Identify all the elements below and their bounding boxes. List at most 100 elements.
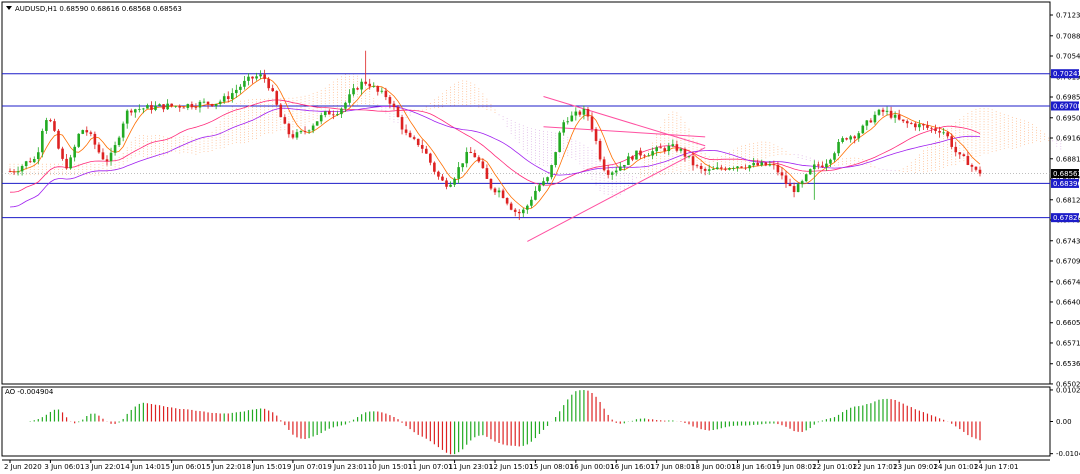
candle-body (295, 132, 299, 138)
candle-body (627, 156, 630, 166)
candle-body (691, 156, 695, 166)
candle-body (950, 136, 954, 147)
candle-body (756, 162, 760, 166)
candle-body (618, 166, 622, 171)
candle-body (20, 166, 24, 172)
candle (958, 152, 962, 159)
candle-body (69, 157, 72, 169)
candle-body (412, 137, 416, 139)
candle (424, 145, 428, 154)
candle (49, 118, 52, 123)
candle (542, 177, 545, 187)
candle (934, 124, 937, 134)
candle-body (109, 152, 113, 162)
candle-body (505, 198, 509, 204)
candle (675, 140, 679, 153)
candle-body (812, 164, 816, 170)
candle-body (829, 159, 832, 164)
candle (420, 139, 424, 154)
candle-body (865, 120, 869, 126)
candle-body (360, 81, 363, 90)
candle (938, 126, 941, 138)
candle-body (489, 178, 493, 189)
candle (974, 166, 978, 172)
candle (267, 76, 270, 91)
candle-body (768, 164, 772, 166)
candle (32, 156, 36, 164)
candle (299, 130, 303, 135)
candle (295, 128, 299, 140)
candle (578, 109, 582, 117)
candle-body (243, 80, 246, 87)
candle (206, 101, 210, 109)
candle (703, 167, 707, 176)
candle-body (938, 130, 941, 133)
candle-body (429, 153, 432, 163)
candle (16, 166, 20, 176)
candle-body (73, 146, 76, 158)
candle (230, 88, 234, 103)
candle-body (934, 128, 937, 131)
candle (69, 154, 72, 170)
candle (618, 162, 622, 172)
y-tick-label: 0.65711 (1056, 339, 1080, 347)
candle (724, 166, 727, 172)
candle (283, 114, 287, 124)
candle (239, 84, 242, 94)
candle (138, 104, 141, 113)
candle-body (158, 104, 161, 106)
candle (538, 182, 541, 193)
candle-body (198, 101, 202, 108)
candle-body (736, 166, 739, 168)
candle-body (857, 133, 861, 139)
candle-body (469, 151, 473, 153)
candle (740, 166, 743, 169)
candle-body (586, 109, 590, 117)
candle (178, 104, 182, 112)
candle (631, 155, 634, 162)
x-tick-label: 18 Jun 00:01 (691, 463, 735, 471)
candle (485, 164, 489, 180)
candle (655, 145, 658, 156)
candle (756, 159, 760, 167)
candle-body (340, 108, 343, 115)
candle (376, 85, 380, 96)
candle (77, 133, 81, 149)
candle (513, 208, 517, 217)
candle (158, 103, 161, 107)
candle (162, 104, 165, 113)
candles (8, 50, 982, 221)
candle (590, 112, 594, 133)
candle (279, 103, 283, 118)
x-tick-label: 3 Jun 22:01 (85, 463, 125, 471)
candle (881, 107, 885, 117)
candle-body (311, 125, 315, 131)
candle-body (732, 167, 735, 169)
candle-body (881, 109, 885, 112)
candle-body (804, 174, 808, 182)
candle (788, 178, 792, 187)
candle (889, 106, 893, 120)
candle-body (222, 96, 226, 102)
level-tag-label: 0.67820 (1053, 214, 1080, 222)
candle-body (226, 96, 230, 100)
candle (20, 164, 24, 176)
main-pane-frame (1, 1, 1051, 385)
ao-y-tick-label: -0.010443 (1056, 450, 1080, 458)
y-tick-label: 0.69501 (1056, 114, 1080, 122)
candle (699, 162, 703, 174)
candle-body (509, 203, 513, 210)
candle (323, 110, 327, 118)
candle-body (117, 137, 121, 146)
candle (784, 170, 788, 188)
candle-body (247, 76, 250, 81)
candle (707, 164, 711, 175)
candle-body (740, 166, 743, 168)
candle (429, 152, 432, 166)
candle-body (206, 101, 210, 105)
candle-body (930, 127, 933, 129)
x-tick-label: 19 Jun 08:01 (772, 463, 816, 471)
candle-body (695, 165, 699, 167)
candle-body (61, 148, 64, 159)
